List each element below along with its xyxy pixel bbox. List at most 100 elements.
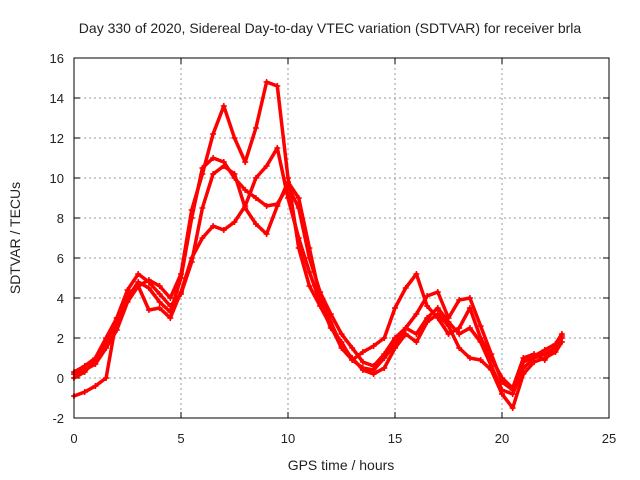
data-point bbox=[156, 305, 163, 311]
data-point bbox=[220, 103, 227, 109]
data-point bbox=[424, 319, 431, 325]
data-point bbox=[381, 355, 388, 361]
data-point bbox=[199, 205, 206, 211]
data-point bbox=[499, 379, 505, 385]
data-point bbox=[477, 335, 484, 341]
data-point bbox=[541, 357, 548, 363]
data-point bbox=[156, 283, 163, 289]
data-point bbox=[370, 343, 377, 349]
data-point bbox=[167, 315, 174, 321]
y-tick-label: -2 bbox=[52, 411, 64, 426]
data-point bbox=[456, 345, 463, 351]
data-point bbox=[231, 135, 238, 141]
data-point bbox=[466, 295, 473, 301]
data-point bbox=[317, 303, 324, 309]
data-point bbox=[509, 387, 516, 393]
series-line-day-4 bbox=[72, 80, 564, 392]
data-point bbox=[145, 307, 152, 313]
data-point bbox=[381, 365, 388, 371]
data-point bbox=[252, 125, 259, 131]
data-point bbox=[124, 291, 131, 297]
chart-title: Day 330 of 2020, Sidereal Day-to-day VTE… bbox=[79, 20, 582, 36]
data-point bbox=[349, 345, 356, 351]
data-point bbox=[220, 227, 227, 233]
data-point bbox=[520, 359, 527, 365]
data-point bbox=[306, 245, 313, 251]
data-point bbox=[274, 145, 281, 151]
data-point bbox=[531, 353, 538, 359]
data-point bbox=[456, 331, 463, 337]
data-point bbox=[445, 315, 452, 321]
data-point bbox=[124, 299, 131, 305]
data-point bbox=[92, 383, 99, 389]
y-tick-label: 6 bbox=[57, 251, 64, 266]
x-tick-label: 10 bbox=[281, 431, 295, 446]
data-point bbox=[295, 245, 302, 251]
data-point bbox=[434, 305, 441, 311]
data-point bbox=[199, 235, 206, 241]
data-point bbox=[434, 315, 441, 321]
data-point bbox=[392, 341, 398, 347]
x-tick-label: 0 bbox=[70, 431, 77, 446]
data-point bbox=[242, 187, 249, 193]
data-point bbox=[81, 367, 88, 373]
x-tick-label: 15 bbox=[388, 431, 402, 446]
data-point bbox=[210, 171, 217, 177]
y-axis-label: SDTVAR / TECUs bbox=[7, 182, 23, 294]
data-point bbox=[103, 375, 110, 381]
x-tick-label: 25 bbox=[602, 431, 616, 446]
data-point bbox=[220, 163, 227, 169]
data-point bbox=[263, 203, 270, 209]
plot-frame bbox=[73, 57, 610, 419]
data-point bbox=[145, 277, 152, 283]
data-point bbox=[81, 389, 88, 395]
data-point bbox=[456, 297, 463, 303]
data-point bbox=[359, 349, 366, 355]
data-point bbox=[274, 83, 281, 89]
data-point bbox=[552, 341, 559, 347]
data-point bbox=[242, 203, 249, 209]
data-point bbox=[252, 175, 259, 181]
data-point bbox=[359, 359, 366, 365]
x-axis-label: GPS time / hours bbox=[288, 457, 395, 473]
y-tick-label: 4 bbox=[57, 291, 64, 306]
data-point bbox=[231, 219, 238, 225]
x-tick-label: 5 bbox=[177, 431, 184, 446]
data-point bbox=[263, 79, 270, 85]
data-point bbox=[477, 357, 484, 363]
data-point bbox=[558, 331, 565, 337]
data-point bbox=[338, 331, 345, 337]
data-point bbox=[306, 283, 313, 289]
data-point bbox=[381, 335, 388, 341]
data-point bbox=[466, 325, 473, 331]
data-point bbox=[413, 271, 420, 277]
data-point bbox=[295, 195, 302, 201]
y-tick-label: 12 bbox=[50, 131, 64, 146]
data-point bbox=[103, 345, 110, 351]
data-point bbox=[188, 207, 195, 213]
data-point bbox=[210, 155, 217, 161]
data-point bbox=[145, 285, 152, 291]
data-point bbox=[92, 361, 99, 367]
data-point bbox=[413, 339, 420, 345]
data-point bbox=[434, 289, 441, 295]
data-point bbox=[167, 295, 174, 301]
data-point bbox=[499, 391, 505, 397]
y-tick-label: 10 bbox=[50, 171, 64, 186]
x-tick-labels: 0 5 10 15 20 25 bbox=[70, 431, 616, 446]
data-point bbox=[135, 271, 142, 277]
data-point bbox=[178, 271, 184, 277]
data-point bbox=[285, 175, 291, 181]
data-point bbox=[210, 223, 217, 229]
data-point bbox=[338, 345, 345, 351]
data-point bbox=[413, 331, 420, 337]
data-point bbox=[531, 359, 538, 365]
data-point bbox=[263, 231, 270, 237]
data-point bbox=[349, 357, 356, 363]
data-point bbox=[445, 323, 452, 329]
data-point bbox=[424, 303, 431, 309]
y-tick-label: 16 bbox=[50, 51, 64, 66]
data-point bbox=[541, 347, 548, 353]
data-point bbox=[252, 195, 259, 201]
data-point bbox=[306, 269, 313, 275]
